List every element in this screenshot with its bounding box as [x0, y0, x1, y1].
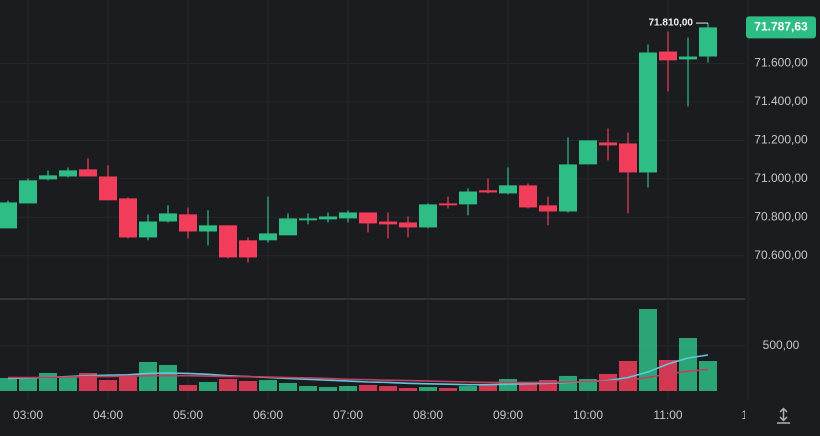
volume-bar: [99, 380, 117, 391]
x-tick-label: 04:00: [93, 408, 123, 422]
volume-bar: [119, 375, 137, 391]
volume-bar: [599, 373, 617, 391]
candle-body: [159, 213, 177, 222]
candle-body: [359, 212, 377, 224]
candle-body: [219, 225, 237, 258]
candle-body: [239, 240, 257, 258]
volume-bar: [439, 388, 457, 391]
volume-bar: [339, 386, 357, 391]
volume-bar: [59, 377, 77, 391]
high-label: 71.810,00: [649, 18, 694, 29]
volume-bar: [679, 338, 697, 391]
candle-body: [319, 216, 337, 220]
volume-bar: [199, 381, 217, 391]
volume-bar: [219, 379, 237, 391]
scale-toggle[interactable]: [772, 405, 794, 425]
candle-body: [619, 143, 637, 173]
volume-bar: [239, 380, 257, 391]
volume-bar: [579, 379, 597, 391]
volume-bar: [519, 383, 537, 391]
volume-bar: [619, 360, 637, 391]
volume-bar: [499, 379, 517, 391]
candle-body: [19, 180, 37, 204]
x-tick-label: 09:00: [493, 408, 523, 422]
y-tick-label: 71.400,00: [754, 94, 808, 108]
last-price-badge: [746, 16, 816, 39]
y-tick-label: 71.600,00: [754, 56, 808, 70]
candle-body: [59, 170, 77, 177]
candle-body: [119, 198, 137, 238]
candle-body: [259, 233, 277, 241]
volume-bar: [19, 377, 37, 391]
x-tick-label: 06:00: [253, 408, 283, 422]
candle-body: [419, 204, 437, 228]
last-price-label: 71.787,63: [754, 20, 808, 34]
volume-bar: [379, 386, 397, 391]
x-tick-label: 05:00: [173, 408, 203, 422]
candle-body: [99, 176, 117, 201]
x-tick-label: 03:00: [13, 408, 43, 422]
candle-body: [639, 52, 657, 173]
candle-body: [459, 191, 477, 205]
volume-bar: [399, 388, 417, 391]
y-tick-label: 70.800,00: [754, 209, 808, 223]
x-tick-label: 12: [741, 408, 755, 422]
volume-bar: [319, 387, 337, 391]
volume-bar: [279, 382, 297, 391]
candle-body: [519, 185, 537, 208]
volume-bar: [159, 364, 177, 391]
candle-body: [199, 225, 217, 232]
volume-bar: [539, 380, 557, 391]
candle-body: [39, 175, 57, 180]
volume-bar: [259, 380, 277, 391]
candle-body: [659, 51, 677, 61]
candle-body: [0, 202, 18, 229]
candle-body: [679, 56, 697, 60]
x-tick-label: 07:00: [333, 408, 363, 422]
candle-body: [139, 221, 157, 238]
y-tick-label: 70.600,00: [754, 248, 808, 262]
candle-body: [299, 218, 317, 221]
candle-body: [539, 205, 557, 212]
candle-body: [599, 142, 617, 146]
plot-area: 03:00 04:00 05:00 06:00 07:00 08:00 09:00 10:00…: [0, 18, 755, 422]
y-tick-label: 71.000,00: [754, 171, 808, 185]
y-tick-label: 71.200,00: [754, 133, 808, 147]
candle-body: [379, 221, 397, 225]
candle-body: [579, 140, 597, 165]
volume-bar: [299, 386, 317, 391]
candle-body: [279, 218, 297, 236]
candle-body: [439, 203, 457, 206]
x-tick-label: 08:00: [413, 408, 443, 422]
volume-bar: [479, 384, 497, 391]
volume-bar: [39, 372, 57, 391]
candle-body: [499, 185, 517, 194]
candle-body: [479, 190, 497, 193]
volume-bar: [659, 360, 677, 391]
volume-bar: [359, 384, 377, 391]
candle-body: [699, 27, 717, 57]
volume-average-line: [8, 368, 709, 384]
volume-bar: [459, 386, 477, 391]
x-tick-label: 10:00: [573, 408, 603, 422]
volume-bar: [699, 360, 717, 391]
candle-body: [179, 214, 197, 232]
x-tick-label: 11:00: [653, 408, 682, 422]
candle-body: [79, 169, 97, 177]
candle-body: [399, 222, 417, 228]
volume-bar: [419, 387, 437, 391]
volume-bar: [179, 384, 197, 391]
candle-body: [339, 212, 357, 219]
axes: 70.600,00 70.800,00 71.000,00 71.200,00 71.4…: [746, 16, 816, 352]
candle-body: [559, 164, 577, 212]
volume-bar: [559, 375, 577, 391]
y-tick-label: 500,00: [763, 338, 800, 352]
volume-bar: [0, 378, 18, 391]
